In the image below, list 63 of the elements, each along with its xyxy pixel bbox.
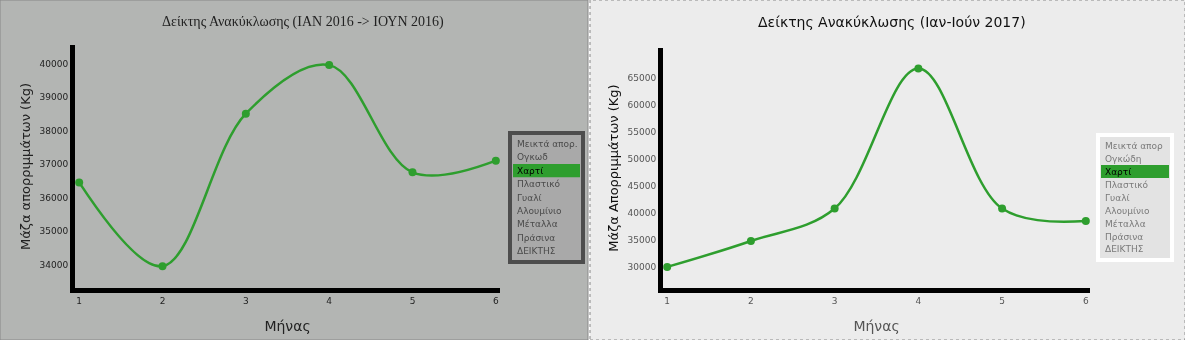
x-tick-label: 2 [748, 295, 754, 306]
x-tick-label: 5 [999, 295, 1005, 306]
text: ΔΕΙΚΤΗΣ [517, 246, 556, 256]
text: Χαρτί [1105, 167, 1132, 177]
text: Μέταλλα [517, 219, 558, 229]
y-tick-label: 50000 [627, 153, 657, 164]
y-tick-label: 37000 [39, 159, 69, 170]
x-axis-title: Μήνας [264, 318, 311, 335]
x-tick-label: 6 [492, 295, 499, 306]
y-tick-label: 39000 [39, 92, 69, 103]
point [241, 109, 250, 118]
y-axis-title: Μάζα απορριμμάτων (Kg) [17, 83, 33, 250]
x-tick-label: 4 [915, 295, 922, 306]
series-label: Χαρτί [517, 166, 544, 176]
y-tick-label: 35000 [39, 226, 69, 237]
text: Γυαλί [1105, 193, 1130, 203]
x-tick-label: 5 [409, 295, 416, 306]
point [408, 168, 417, 177]
point [998, 204, 1007, 213]
point [663, 262, 672, 271]
text: Πράσινα [1105, 232, 1144, 242]
point [914, 64, 923, 73]
y-tick-label: 35000 [627, 235, 657, 246]
x-tick-label: 6 [1082, 295, 1089, 306]
y-tick-label: 45000 [627, 180, 657, 191]
point [325, 61, 334, 70]
text: Αλουμίνιο [1105, 206, 1151, 216]
x-tick-label: 4 [326, 295, 333, 306]
y-tick-label: 65000 [627, 72, 657, 83]
x-tick-label: 1 [664, 295, 671, 306]
point [830, 204, 839, 213]
y-tick-label: 60000 [627, 99, 657, 110]
point [75, 178, 84, 187]
x-tick-label: 3 [242, 295, 249, 306]
text: Μεικτά απορ. [517, 139, 578, 149]
y-tick-label: 40000 [39, 58, 69, 69]
text: Ογκωδ [517, 152, 549, 162]
text: Γυαλί [517, 193, 542, 203]
y-tick-label: 40000 [627, 208, 657, 219]
y-tick-label: 55000 [627, 126, 657, 137]
y-tick-label: 38000 [39, 125, 69, 136]
point [746, 236, 755, 245]
x-tick-label: 1 [76, 295, 83, 306]
chart-title: Δείκτης Ανακύκλωσης (Ιαν-Ιούν 2017) [758, 14, 1026, 30]
text: ΔΕΙΚΤΗΣ [1105, 244, 1144, 254]
x-tick-label: 3 [831, 295, 838, 306]
text: Μέταλλα [1105, 219, 1146, 229]
text: Πλαστικό [1105, 180, 1149, 190]
y-tick-label: 34000 [39, 259, 69, 270]
text: Αλουμίνιο [517, 206, 563, 216]
chart-title: Δείκτης Ανακύκλωσης (ΙΑΝ 2016 -> ΙΟΥΝ 2016) [162, 14, 445, 30]
point [158, 262, 167, 271]
point [1081, 216, 1090, 225]
point [491, 156, 500, 165]
y-tick-label: 30000 [627, 262, 657, 273]
text: Ογκώδη [1105, 154, 1142, 164]
text: Πράσινα [517, 233, 556, 243]
text: Μεικτά απορ [1105, 141, 1164, 151]
x-tick-label: 2 [159, 295, 166, 306]
y-axis-title: Μάζα Απορριμμάτων (Kg) [605, 84, 621, 252]
x-axis-title: Μήνας [853, 318, 900, 335]
text: Πλαστικό [517, 179, 561, 189]
y-tick-label: 36000 [39, 192, 69, 203]
